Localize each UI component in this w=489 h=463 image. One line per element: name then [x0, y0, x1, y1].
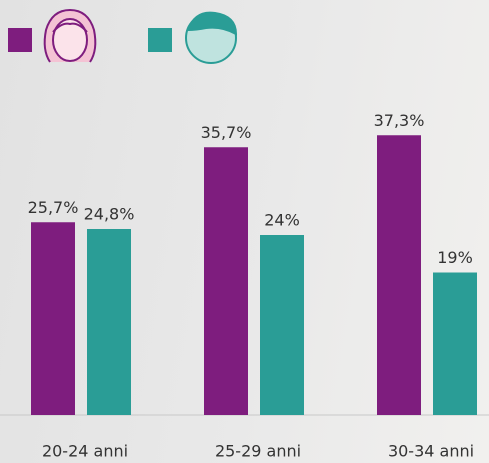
- x-tick-label: 20-24 anni: [42, 442, 128, 461]
- chart: 20-24 anni 25,7% 24,8% 25-29 anni 35,7% 24% 30…: [0, 0, 489, 463]
- bar: [377, 135, 421, 415]
- value-label: 19%: [437, 248, 473, 267]
- value-label: 24,8%: [84, 205, 135, 224]
- bar: [87, 229, 131, 415]
- female-icon: [45, 10, 96, 62]
- value-label: 35,7%: [201, 123, 252, 142]
- legend-swatch: [148, 28, 172, 52]
- legend: [8, 10, 236, 63]
- bar: [433, 273, 477, 416]
- x-tick-label: 30-34 anni: [388, 442, 474, 461]
- bar: [204, 147, 248, 415]
- value-label: 25,7%: [28, 198, 79, 217]
- legend-swatch: [8, 28, 32, 52]
- page: 20-24 anni 25,7% 24,8% 25-29 anni 35,7% 24% 30…: [0, 0, 489, 463]
- bar: [260, 235, 304, 415]
- x-tick-label: 25-29 anni: [215, 442, 301, 461]
- value-label: 24%: [264, 211, 300, 230]
- bar: [31, 222, 75, 415]
- value-label: 37,3%: [374, 111, 425, 130]
- male-icon: [186, 13, 236, 63]
